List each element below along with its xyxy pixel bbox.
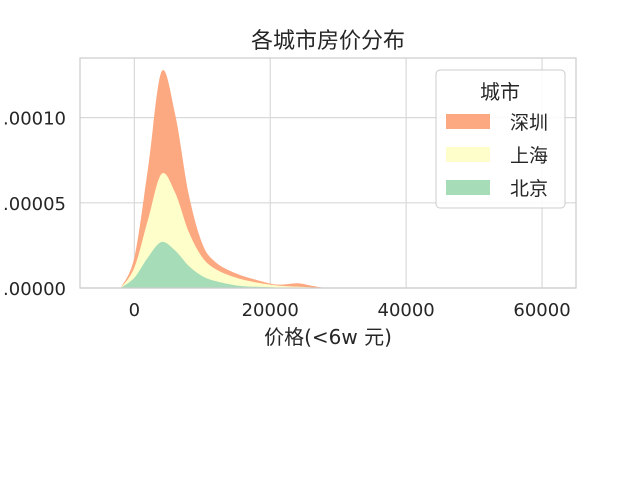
legend-swatch [446,147,490,162]
area-series-group [120,70,325,289]
area-series-北京 [120,241,325,288]
legend-title: 城市 [480,80,520,104]
x-axis-ticks: 0 20000 40000 60000 [129,300,571,321]
legend-box [435,69,566,209]
y-tick-label: .00005 [3,194,66,215]
x-tick-label: 20000 [242,300,299,321]
x-tick-label: 40000 [378,300,435,321]
x-axis-label: 价格(<6w 元) [264,325,392,349]
y-tick-label: .00010 [3,109,66,130]
y-axis-ticks: .00000 .00005 .00010 [3,109,66,300]
legend-swatch [446,114,490,129]
legend-label: 北京 [510,178,548,200]
x-tick-label: 60000 [513,300,570,321]
legend-swatch [446,180,490,195]
legend-label: 深圳 [510,112,548,134]
y-tick-label: .00000 [3,279,66,300]
plot-frame [79,57,577,289]
chart-title: 各城市房价分布 [251,29,405,54]
legend-label: 上海 [510,145,548,167]
x-tick-label: 0 [129,300,140,321]
